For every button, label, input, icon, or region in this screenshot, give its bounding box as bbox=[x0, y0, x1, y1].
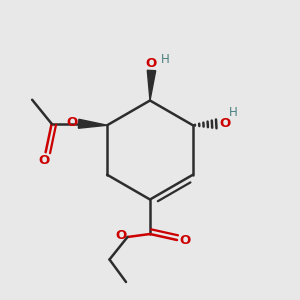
Polygon shape bbox=[78, 119, 107, 128]
Polygon shape bbox=[147, 70, 156, 100]
Text: O: O bbox=[66, 116, 78, 129]
Text: O: O bbox=[146, 57, 157, 70]
Text: H: H bbox=[229, 106, 238, 119]
Text: H: H bbox=[160, 53, 169, 66]
Text: O: O bbox=[220, 117, 231, 130]
Text: O: O bbox=[115, 229, 127, 242]
Text: O: O bbox=[38, 154, 50, 167]
Text: O: O bbox=[179, 233, 190, 247]
